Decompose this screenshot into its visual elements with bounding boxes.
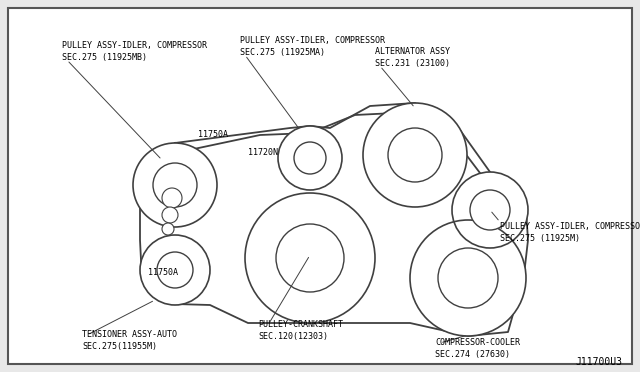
Circle shape <box>133 143 217 227</box>
Text: 11750A: 11750A <box>198 130 228 139</box>
Circle shape <box>140 235 210 305</box>
Text: COMPRESSOR-COOLER
SEC.274 (27630): COMPRESSOR-COOLER SEC.274 (27630) <box>435 338 520 359</box>
Text: ALTERNATOR ASSY
SEC.231 (23100): ALTERNATOR ASSY SEC.231 (23100) <box>375 47 450 68</box>
Circle shape <box>410 220 526 336</box>
Circle shape <box>162 207 178 223</box>
Circle shape <box>157 252 193 288</box>
Text: TENSIONER ASSY-AUTO
SEC.275(11955M): TENSIONER ASSY-AUTO SEC.275(11955M) <box>82 330 177 351</box>
Circle shape <box>278 126 342 190</box>
Text: PULLEY ASSY-IDLER, COMPRESSOR
SEC.275 (11925MA): PULLEY ASSY-IDLER, COMPRESSOR SEC.275 (1… <box>240 36 385 57</box>
Circle shape <box>438 248 498 308</box>
Circle shape <box>162 223 174 235</box>
Circle shape <box>452 172 528 248</box>
Circle shape <box>153 163 197 207</box>
Text: J11700U3: J11700U3 <box>575 357 622 367</box>
Circle shape <box>162 188 182 208</box>
Circle shape <box>294 142 326 174</box>
Circle shape <box>245 193 375 323</box>
Circle shape <box>363 103 467 207</box>
Text: PULLEY-CRANKSHAFT
SEC.120(12303): PULLEY-CRANKSHAFT SEC.120(12303) <box>258 320 343 341</box>
Circle shape <box>276 224 344 292</box>
Text: 11750A: 11750A <box>148 268 178 277</box>
Circle shape <box>470 190 510 230</box>
Circle shape <box>388 128 442 182</box>
Text: PULLEY ASSY-IDLER, COMPRESSOR
SEC.275 (11925M): PULLEY ASSY-IDLER, COMPRESSOR SEC.275 (1… <box>500 222 640 243</box>
Text: 11720N: 11720N <box>248 148 278 157</box>
Text: PULLEY ASSY-IDLER, COMPRESSOR
SEC.275 (11925MB): PULLEY ASSY-IDLER, COMPRESSOR SEC.275 (1… <box>62 41 207 62</box>
